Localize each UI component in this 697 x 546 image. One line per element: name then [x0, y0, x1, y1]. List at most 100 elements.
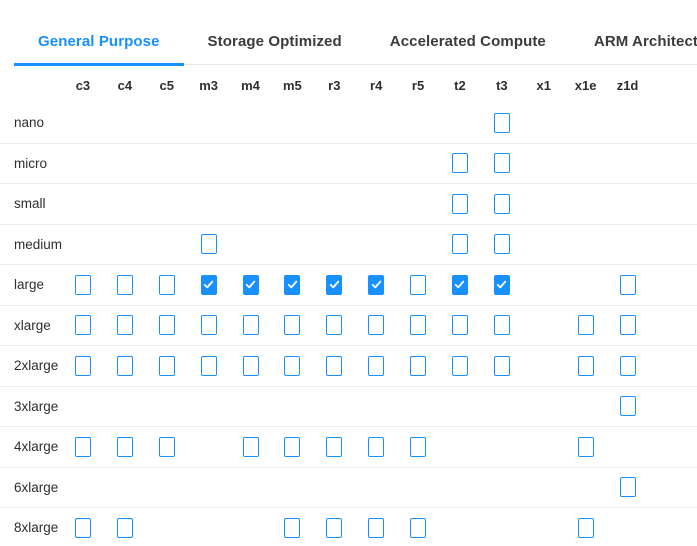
row-label-3xlarge: 3xlarge: [14, 398, 59, 414]
checkbox-c3-8xlarge[interactable]: [74, 517, 91, 538]
checkbox-c5-large[interactable]: [158, 274, 175, 295]
cell-t2-micro: [439, 153, 481, 174]
checkbox-t2-medium[interactable]: [451, 234, 468, 255]
checkbox-t3-micro[interactable]: [493, 153, 510, 174]
checkbox-r4-2xlarge[interactable]: [368, 355, 385, 376]
checkbox-t2-micro[interactable]: [451, 153, 468, 174]
cell-t3-micro: [481, 153, 523, 174]
checkbox-m3-2xlarge[interactable]: [200, 355, 217, 376]
column-header-c5: c5: [159, 77, 174, 93]
checkbox-t2-xlarge[interactable]: [451, 315, 468, 336]
cell-r4-2xlarge: [355, 355, 397, 376]
checkbox-x1e-4xlarge[interactable]: [577, 436, 594, 457]
checkbox-m5-xlarge[interactable]: [284, 315, 301, 336]
checkbox-m4-2xlarge[interactable]: [242, 355, 259, 376]
column-header-r4: r4: [370, 77, 383, 93]
instance-matrix: c3 c4 c5 m3 m4 m5 r3 r4 r5 t2 t3 x1 x1e z1d nano micro…: [0, 65, 697, 546]
column-header-t2: t2: [454, 77, 466, 93]
checkbox-c4-large[interactable]: [116, 274, 133, 295]
checkbox-m5-2xlarge[interactable]: [284, 355, 301, 376]
checkbox-m5-large[interactable]: [284, 274, 301, 295]
checkbox-t3-nano[interactable]: [493, 112, 510, 133]
checkbox-r4-4xlarge[interactable]: [368, 436, 385, 457]
checkbox-r4-xlarge[interactable]: [368, 315, 385, 336]
row-label-6xlarge: 6xlarge: [14, 479, 59, 495]
checkbox-r3-8xlarge[interactable]: [326, 517, 343, 538]
cell-t2-xlarge: [439, 315, 481, 336]
cell-m3-large: [188, 274, 230, 295]
checkbox-z1d-3xlarge[interactable]: [619, 396, 636, 417]
checkbox-r4-8xlarge[interactable]: [368, 517, 385, 538]
checkbox-x1e-2xlarge[interactable]: [577, 355, 594, 376]
cell-t3-2xlarge: [481, 355, 523, 376]
cell-t3-small: [481, 193, 523, 214]
checkbox-x1e-8xlarge[interactable]: [577, 517, 594, 538]
column-header-m3: m3: [199, 77, 219, 93]
checkbox-r5-8xlarge[interactable]: [410, 517, 427, 538]
checkbox-t2-2xlarge[interactable]: [451, 355, 468, 376]
checkbox-x1e-xlarge[interactable]: [577, 315, 594, 336]
cell-c4-xlarge: [104, 315, 146, 336]
cell-r3-4xlarge: [313, 436, 355, 457]
tab-arm-architecture[interactable]: ARM Architecture: [593, 33, 697, 50]
checkbox-m3-xlarge[interactable]: [200, 315, 217, 336]
checkbox-m3-medium[interactable]: [200, 234, 217, 255]
row-label-small: small: [14, 196, 46, 212]
check-icon: [371, 280, 381, 289]
checkbox-r3-2xlarge[interactable]: [326, 355, 343, 376]
checkbox-m4-4xlarge[interactable]: [242, 436, 259, 457]
checkbox-z1d-2xlarge[interactable]: [619, 355, 636, 376]
cell-r4-8xlarge: [355, 517, 397, 538]
checkbox-t3-xlarge[interactable]: [493, 315, 510, 336]
checkbox-r3-large[interactable]: [326, 274, 343, 295]
checkbox-c5-xlarge[interactable]: [158, 315, 175, 336]
checkbox-r5-large[interactable]: [410, 274, 427, 295]
checkbox-m4-large[interactable]: [242, 274, 259, 295]
checkbox-c4-2xlarge[interactable]: [116, 355, 133, 376]
checkbox-c3-large[interactable]: [74, 274, 91, 295]
checkbox-m4-xlarge[interactable]: [242, 315, 259, 336]
cell-t3-nano: [481, 112, 523, 133]
checkbox-r3-4xlarge[interactable]: [326, 436, 343, 457]
cell-r3-8xlarge: [313, 517, 355, 538]
checkbox-c4-4xlarge[interactable]: [116, 436, 133, 457]
checkbox-m5-4xlarge[interactable]: [284, 436, 301, 457]
checkbox-c3-4xlarge[interactable]: [74, 436, 91, 457]
checkbox-r5-4xlarge[interactable]: [410, 436, 427, 457]
table-row-3xlarge: 3xlarge: [0, 387, 697, 427]
checkbox-c3-xlarge[interactable]: [74, 315, 91, 336]
checkbox-r5-xlarge[interactable]: [410, 315, 427, 336]
checkbox-t3-large[interactable]: [493, 274, 510, 295]
checkbox-t3-2xlarge[interactable]: [493, 355, 510, 376]
cell-c5-large: [146, 274, 188, 295]
checkbox-c5-2xlarge[interactable]: [158, 355, 175, 376]
column-header-z1d: z1d: [616, 77, 639, 93]
checkbox-c4-8xlarge[interactable]: [116, 517, 133, 538]
matrix-rows: nano micro small medium large xlarge 2xlarge 3x…: [0, 103, 697, 546]
checkbox-t2-large[interactable]: [451, 274, 468, 295]
cell-r5-4xlarge: [397, 436, 439, 457]
cell-m3-medium: [188, 234, 230, 255]
checkbox-r5-2xlarge[interactable]: [410, 355, 427, 376]
tab-accelerated-compute[interactable]: Accelerated Compute: [389, 33, 546, 50]
cell-x1e-2xlarge: [565, 355, 607, 376]
checkbox-z1d-xlarge[interactable]: [619, 315, 636, 336]
checkbox-r3-xlarge[interactable]: [326, 315, 343, 336]
checkbox-c4-xlarge[interactable]: [116, 315, 133, 336]
checkbox-z1d-large[interactable]: [619, 274, 636, 295]
cell-c4-2xlarge: [104, 355, 146, 376]
cell-m4-large: [230, 274, 272, 295]
column-header-r3: r3: [328, 77, 341, 93]
checkbox-t2-small[interactable]: [451, 193, 468, 214]
checkbox-z1d-6xlarge[interactable]: [619, 477, 636, 498]
tab-storage-optimized[interactable]: Storage Optimized: [207, 33, 342, 50]
checkbox-m3-large[interactable]: [200, 274, 217, 295]
checkbox-m5-8xlarge[interactable]: [284, 517, 301, 538]
tab-general-purpose[interactable]: General Purpose: [14, 20, 184, 66]
checkbox-r4-large[interactable]: [368, 274, 385, 295]
checkbox-t3-medium[interactable]: [493, 234, 510, 255]
checkbox-c5-4xlarge[interactable]: [158, 436, 175, 457]
cell-c3-2xlarge: [62, 355, 104, 376]
checkbox-c3-2xlarge[interactable]: [74, 355, 91, 376]
checkbox-t3-small[interactable]: [493, 193, 510, 214]
